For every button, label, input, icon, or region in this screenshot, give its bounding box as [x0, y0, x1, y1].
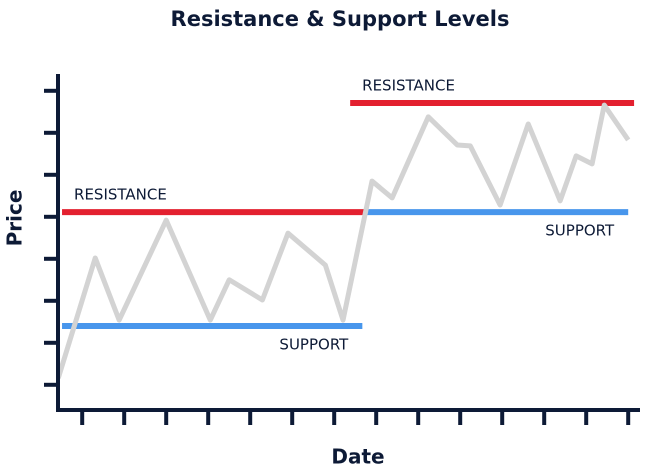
chart-title: Resistance & Support Levels — [171, 7, 510, 31]
y-axis-label: Price — [3, 190, 27, 247]
level-label: SUPPORT — [279, 336, 349, 354]
level-label: RESISTANCE — [362, 76, 455, 94]
price-line — [55, 102, 631, 379]
level-label: SUPPORT — [545, 222, 615, 240]
level-label: RESISTANCE — [74, 186, 167, 204]
x-axis-label: Date — [331, 445, 384, 469]
